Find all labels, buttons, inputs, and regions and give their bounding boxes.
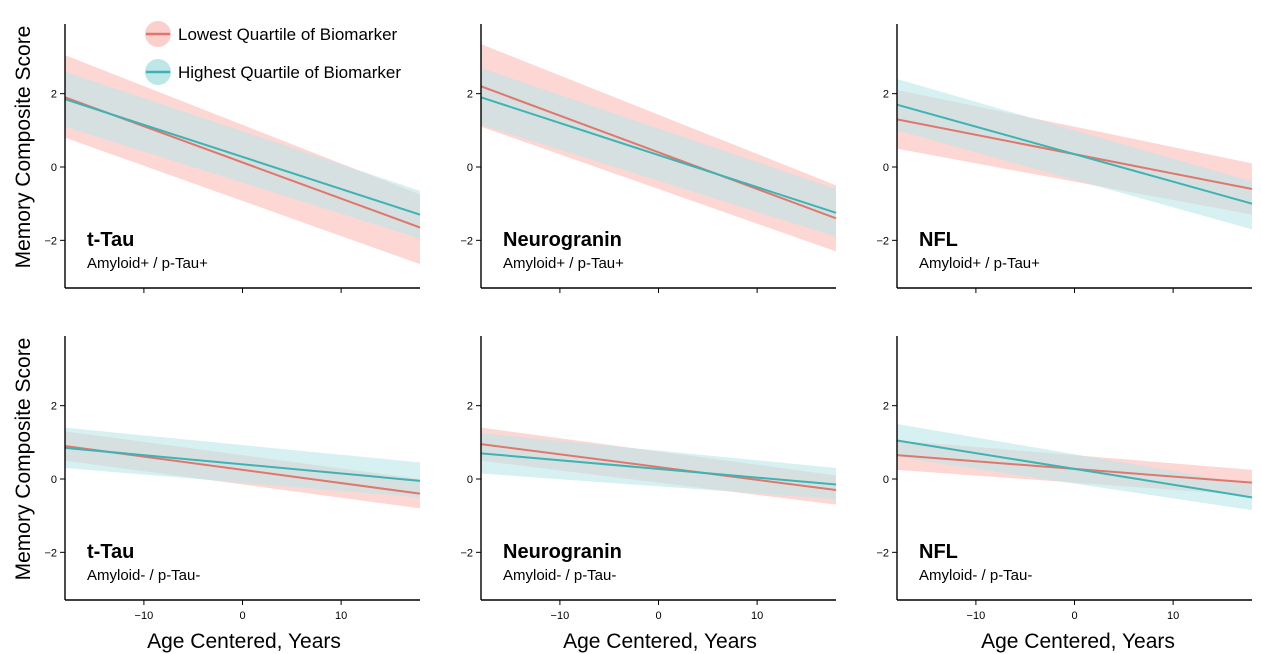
legend-item-lowest: Lowest Quartile of Biomarker <box>145 21 398 47</box>
x-tick-label: 0 <box>655 610 661 622</box>
y-tick-label: −2 <box>460 547 473 559</box>
x-tick-label: −10 <box>967 610 986 622</box>
panel-subtitle: Amyloid+ / p-Tau+ <box>919 255 1040 272</box>
panel: −2 0 2 −10 0 10 Neurogranin Amyloid- / p-Tau- <box>460 336 837 622</box>
y-tick-label: 2 <box>467 401 473 413</box>
y-tick-label: −2 <box>44 547 57 559</box>
panel: −2 0 2 −10 0 10 t-Tau Amyloid- / p-Tau- <box>44 336 421 622</box>
panel-subtitle: Amyloid- / p-Tau- <box>87 567 200 584</box>
series-line <box>480 452 837 486</box>
panel-title: NFL <box>919 229 958 251</box>
y-tick-label: 0 <box>883 474 889 486</box>
y-tick-label: −2 <box>44 235 57 247</box>
x-axis-label: Age Centered, Years <box>563 630 757 653</box>
legend-item-highest: Highest Quartile of Biomarker <box>145 59 401 85</box>
series-line <box>480 85 837 220</box>
panel-title: Neurogranin <box>503 541 622 563</box>
x-tick-label: −10 <box>551 610 570 622</box>
series-line <box>480 443 837 491</box>
x-tick-label: 10 <box>335 610 347 622</box>
series-line <box>480 96 837 214</box>
series-line <box>896 103 1253 205</box>
ci-band <box>897 424 1252 511</box>
panel-title: Neurogranin <box>503 229 622 251</box>
y-tick-label: 2 <box>51 89 57 101</box>
series-line <box>896 439 1253 499</box>
panel-title: NFL <box>919 541 958 563</box>
panel-title: t-Tau <box>87 541 134 563</box>
y-tick-label: 0 <box>51 162 57 174</box>
panel: −2 0 2 −10 0 10 NFL Amyloid- / p-Tau- <box>876 336 1253 622</box>
x-tick-label: 10 <box>751 610 763 622</box>
panel-subtitle: Amyloid- / p-Tau- <box>503 567 616 584</box>
x-tick-label: 0 <box>239 610 245 622</box>
legend: Lowest Quartile of Biomarker Highest Qua… <box>145 21 401 85</box>
x-tick-label: −10 <box>135 610 154 622</box>
y-tick-label: 2 <box>467 89 473 101</box>
panel-subtitle: Amyloid- / p-Tau- <box>919 567 1032 584</box>
y-tick-label: 0 <box>467 162 473 174</box>
panel: −2 0 2 t-Tau Amyloid+ / p-Tau+ <box>44 24 421 293</box>
x-tick-label: 10 <box>1167 610 1179 622</box>
series-line <box>64 98 421 216</box>
y-axis-label: Memory Composite Score <box>12 338 35 581</box>
x-axis-label: Age Centered, Years <box>147 630 341 653</box>
panels: −2 0 2 t-Tau Amyloid+ / p-Tau+ −2 0 2 Neurograni… <box>44 24 1253 622</box>
ci-band <box>65 71 420 239</box>
y-tick-label: 0 <box>883 162 889 174</box>
x-axis-label: Age Centered, Years <box>981 630 1175 653</box>
panel-title: t-Tau <box>87 229 134 251</box>
y-tick-label: 0 <box>467 474 473 486</box>
y-tick-label: 2 <box>883 401 889 413</box>
panel: −2 0 2 NFL Amyloid+ / p-Tau+ <box>876 24 1253 293</box>
y-tick-label: 0 <box>51 474 57 486</box>
legend-label-lowest: Lowest Quartile of Biomarker <box>178 25 398 44</box>
panel: −2 0 2 Neurogranin Amyloid+ / p-Tau+ <box>460 24 837 293</box>
legend-label-highest: Highest Quartile of Biomarker <box>178 63 401 82</box>
x-tick-label: 0 <box>1071 610 1077 622</box>
y-tick-label: −2 <box>876 235 889 247</box>
y-tick-label: 2 <box>51 401 57 413</box>
y-axis-label: Memory Composite Score <box>12 26 35 269</box>
y-tick-label: 2 <box>883 89 889 101</box>
y-tick-label: −2 <box>460 235 473 247</box>
panel-subtitle: Amyloid+ / p-Tau+ <box>503 255 624 272</box>
ci-band <box>65 427 420 498</box>
series-line <box>64 446 421 482</box>
y-tick-label: −2 <box>876 547 889 559</box>
panel-subtitle: Amyloid+ / p-Tau+ <box>87 255 208 272</box>
